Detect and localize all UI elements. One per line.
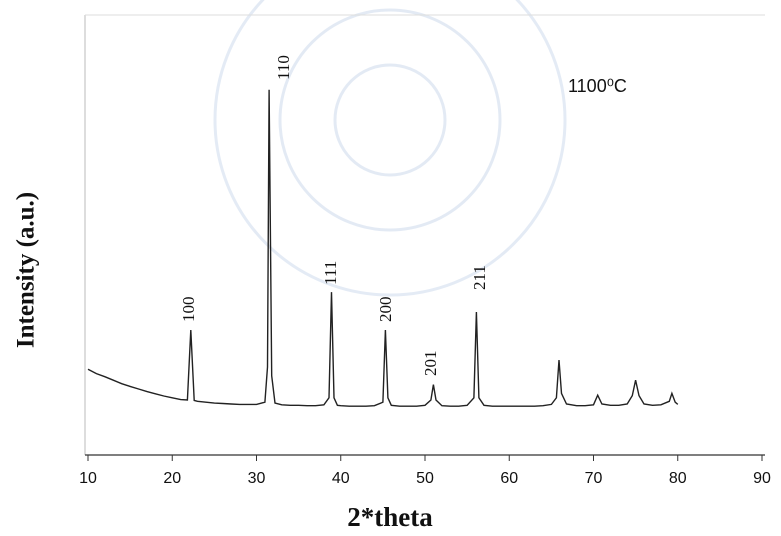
peak-label: 200 xyxy=(376,297,395,323)
x-tick-label: 50 xyxy=(416,470,434,487)
peak-label: 110 xyxy=(274,55,293,80)
x-tick-label: 80 xyxy=(669,470,687,487)
x-tick-label: 20 xyxy=(163,470,181,487)
legend-text: 1100⁰C xyxy=(568,76,627,96)
x-tick-label: 60 xyxy=(500,470,518,487)
x-tick-label: 10 xyxy=(79,470,97,487)
peak-label: 211 xyxy=(470,265,489,290)
peak-label: 100 xyxy=(179,297,198,323)
x-tick-label: 70 xyxy=(585,470,603,487)
x-axis-label: 2*theta xyxy=(347,502,433,532)
x-tick-label: 30 xyxy=(248,470,266,487)
chart: 2*theta Intensity (a.u.) 1100⁰C 10 20 30 40… xyxy=(0,0,781,536)
peak-label: 111 xyxy=(321,261,340,285)
x-tick-label: 40 xyxy=(332,470,350,487)
x-tick-label: 90 xyxy=(753,470,771,487)
y-axis-label: Intensity (a.u.) xyxy=(13,192,40,348)
peak-label: 201 xyxy=(421,351,440,377)
xrd-line xyxy=(88,90,678,406)
